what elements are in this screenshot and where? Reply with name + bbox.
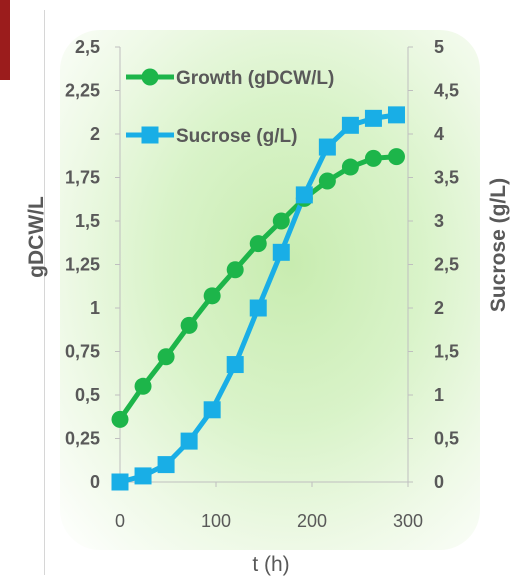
series-2-point bbox=[180, 432, 198, 450]
frame-divider bbox=[44, 10, 45, 575]
series-1-point bbox=[318, 172, 336, 190]
right-tick-label: 3,5 bbox=[434, 168, 459, 188]
legend-marker-2 bbox=[141, 126, 159, 144]
left-tick-label: 1,25 bbox=[65, 255, 100, 275]
series-2-point bbox=[111, 473, 129, 491]
legend-label-2: Sucrose (g/L) bbox=[176, 126, 297, 147]
x-tick-label: 0 bbox=[115, 511, 125, 531]
series-2-point bbox=[203, 401, 221, 419]
left-tick-label: 1,75 bbox=[65, 168, 100, 188]
series-1-point bbox=[157, 348, 175, 366]
right-tick-label: 0,5 bbox=[434, 429, 459, 449]
series-1-point bbox=[180, 316, 198, 334]
right-tick-label: 5 bbox=[434, 37, 444, 57]
legend: Growth (gDCW/L) Sucrose (g/L) bbox=[126, 68, 334, 147]
left-axis-title: gDCW/L bbox=[25, 196, 48, 278]
left-tick-label: 0,25 bbox=[65, 429, 100, 449]
series-1-point bbox=[387, 148, 405, 166]
right-tick-label: 2,5 bbox=[434, 255, 459, 275]
left-tick-label: 1 bbox=[90, 298, 100, 318]
right-tick-label: 4,5 bbox=[434, 81, 459, 101]
series-2-point bbox=[318, 138, 336, 156]
series-2-point bbox=[157, 456, 175, 474]
background-photo bbox=[60, 30, 480, 550]
series-2-point bbox=[387, 106, 405, 124]
series-1-point bbox=[364, 149, 382, 167]
series-1-point bbox=[203, 287, 221, 305]
axis-titles-layer: t (h) gDCW/L Sucrose (g/L) bbox=[25, 178, 510, 576]
left-tick-label: 2 bbox=[90, 124, 100, 144]
series-1-point bbox=[272, 212, 290, 230]
x-tick-label: 300 bbox=[393, 511, 423, 531]
series-2-point bbox=[272, 243, 290, 261]
legend-label-1: Growth (gDCW/L) bbox=[176, 68, 334, 89]
left-tick-label: 2,25 bbox=[65, 81, 100, 101]
left-tick-label: 0 bbox=[90, 472, 100, 492]
right-tick-label: 0 bbox=[434, 472, 444, 492]
right-tick-label: 2 bbox=[434, 298, 444, 318]
series-1-point bbox=[249, 235, 267, 253]
series-1-point bbox=[111, 410, 129, 428]
axes-layer: 0 0,25 0,5 0,75 1 1,25 1,5 1,75 2 2,25 2,5 0 0,5 1 1,5… bbox=[65, 37, 459, 531]
left-tick-label: 0,75 bbox=[65, 342, 100, 362]
series-2-point bbox=[295, 186, 313, 204]
right-tick-label: 1 bbox=[434, 385, 444, 405]
right-tick-label: 3 bbox=[434, 211, 444, 231]
series-1-point bbox=[134, 377, 152, 395]
x-axis-title: t (h) bbox=[252, 553, 289, 576]
series-markers-layer bbox=[111, 106, 405, 491]
series-2-point bbox=[134, 467, 152, 485]
right-tick-label: 1,5 bbox=[434, 342, 459, 362]
series-2-point bbox=[364, 109, 382, 127]
series-1-point bbox=[226, 261, 244, 279]
series-2-point bbox=[249, 299, 267, 317]
series-2-point bbox=[341, 116, 359, 134]
left-tick-label: 0,5 bbox=[75, 385, 100, 405]
left-tick-label: 1,5 bbox=[75, 211, 100, 231]
left-tick-label: 2,5 bbox=[75, 37, 100, 57]
legend-marker-1 bbox=[141, 68, 159, 86]
series-1-point bbox=[341, 158, 359, 176]
background-red-band bbox=[0, 0, 10, 80]
x-tick-label: 200 bbox=[297, 511, 327, 531]
x-tick-label: 100 bbox=[201, 511, 231, 531]
right-tick-label: 4 bbox=[434, 124, 444, 144]
right-axis-title: Sucrose (g/L) bbox=[487, 178, 510, 312]
series-line-1 bbox=[117, 154, 397, 421]
series-2-point bbox=[226, 356, 244, 374]
